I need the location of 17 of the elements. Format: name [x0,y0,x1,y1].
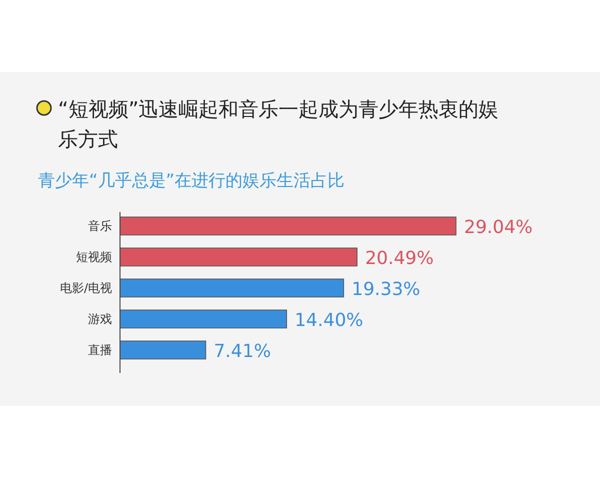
chart-subtitle: 青少年“几乎总是”在进行的娱乐生活占比 [38,171,345,191]
bar [120,340,206,360]
data-label: 7.41% [214,341,271,362]
y-tick-label: 游戏 [88,312,112,326]
bar [120,248,358,266]
data-label: 20.49% [365,248,434,269]
y-tick-label: 短视频 [76,250,112,264]
y-tick-label: 直播 [88,343,112,357]
bar [120,278,344,298]
chart-title: “短视频”迅速崛起和音乐一起成为青少年热衷的娱乐方式 [58,97,499,151]
data-label: 14.40% [294,310,364,331]
y-tick-label: 电影/电视 [60,281,112,295]
data-label: 19.33% [352,279,420,300]
bar [120,216,456,236]
bar [120,310,288,328]
data-label: 29.04% [464,217,533,238]
y-tick-label: 音乐 [88,219,112,233]
